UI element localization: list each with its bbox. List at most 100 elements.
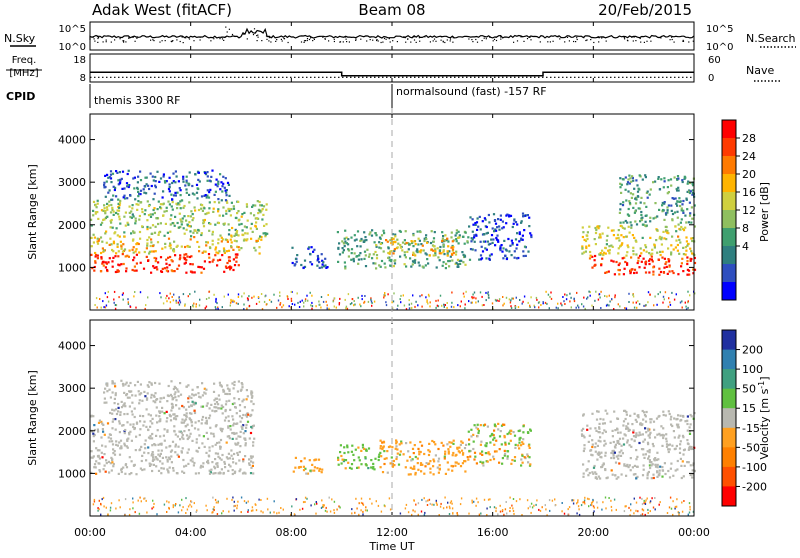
power-noise-pixel — [405, 308, 408, 311]
velocity-pixel — [597, 475, 600, 478]
power-pixel — [164, 246, 167, 249]
power-noise-pixel — [419, 295, 421, 298]
power-pixel — [236, 245, 239, 248]
power-pixel — [487, 243, 490, 246]
power-pixel — [257, 217, 260, 220]
noise-search-dot — [345, 38, 347, 40]
velocity-pixel — [386, 471, 389, 474]
power-pixel — [645, 260, 648, 263]
velocity-pixel — [250, 400, 253, 403]
power-noise-pixel — [521, 302, 523, 305]
power-pixel — [211, 239, 214, 242]
power-pixel — [185, 179, 188, 182]
velocity-pixel — [187, 448, 190, 451]
velocity-pixel — [103, 391, 106, 394]
power-pixel — [195, 183, 199, 186]
power-noise-pixel — [536, 298, 538, 301]
power-pixel — [163, 180, 167, 183]
power-pixel — [108, 200, 111, 203]
velocity-noise-pixel — [166, 511, 168, 513]
velocity-pixel — [174, 445, 177, 448]
power-pixel — [253, 214, 256, 217]
velocity-pixel — [92, 440, 95, 443]
power-pixel — [241, 213, 244, 216]
power-noise-pixel — [566, 294, 568, 297]
power-pixel — [464, 231, 467, 234]
velocity-pixel — [229, 465, 232, 468]
power-pixel — [155, 217, 158, 220]
power-pixel — [96, 199, 99, 202]
velocity-pixel — [122, 384, 125, 387]
power-pixel — [441, 264, 444, 267]
power-pixel — [103, 218, 106, 221]
velocity-pixel — [216, 465, 219, 468]
velocity-pixel — [680, 476, 683, 480]
power-noise-pixel — [402, 294, 404, 297]
power-pixel — [526, 214, 529, 217]
velocity-pixel — [599, 455, 602, 458]
power-pixel — [438, 249, 442, 252]
noise-search-dot — [199, 36, 201, 38]
velocity-noise-pixel — [190, 500, 193, 503]
velocity-pixel — [97, 430, 100, 433]
velocity-pixel — [356, 466, 359, 469]
power-noise-pixel — [510, 299, 512, 302]
power-pixel — [689, 247, 692, 250]
power-pixel — [338, 242, 341, 245]
power-pixel — [188, 225, 191, 228]
power-noise-pixel — [339, 297, 341, 300]
power-noise-pixel — [481, 304, 484, 307]
velocity-pixel — [198, 434, 201, 437]
power-pixel — [455, 232, 458, 235]
power-pixel — [491, 241, 494, 244]
velocity-pixel — [121, 424, 124, 427]
velocity-pixel — [107, 460, 110, 463]
power-pixel — [625, 254, 628, 257]
velocity-pixel — [233, 383, 236, 387]
power-pixel — [497, 218, 500, 221]
power-pixel — [293, 264, 296, 267]
power-pixel — [257, 237, 260, 240]
velocity-pixel — [346, 444, 349, 447]
velocity-pixel — [688, 445, 691, 448]
power-noise-pixel — [104, 292, 106, 295]
velocity-noise-pixel — [630, 503, 632, 506]
velocity-pixel — [612, 454, 615, 457]
velocity-pixel — [174, 391, 177, 394]
velocity-pixel — [145, 408, 148, 411]
velocity-pixel — [522, 431, 525, 434]
power-pixel — [145, 247, 148, 250]
velocity-noise-pixel — [582, 501, 584, 504]
velocity-pixel — [434, 443, 437, 446]
power-pixel — [204, 212, 207, 216]
power-pixel — [431, 244, 435, 247]
velocity-pixel — [599, 477, 602, 480]
velocity-pixel — [313, 466, 316, 469]
power-pixel — [146, 238, 149, 242]
velocity-noise-pixel — [647, 512, 649, 514]
power-noise-pixel — [410, 302, 413, 305]
power-pixel — [211, 260, 214, 263]
velocity-pixel — [215, 401, 219, 404]
power-noise-pixel — [118, 296, 120, 299]
velocity-pixel — [125, 466, 129, 469]
power-pixel — [682, 199, 685, 203]
velocity-pixel — [414, 473, 417, 476]
noise-search-dot — [597, 36, 599, 38]
velocity-pixel — [132, 423, 135, 426]
power-pixel — [179, 194, 182, 197]
velocity-noise-pixel — [174, 504, 176, 507]
power-pixel — [585, 246, 588, 250]
power-noise-pixel — [192, 305, 195, 308]
power-pixel — [103, 184, 106, 187]
power-noise-pixel — [243, 308, 245, 310]
power-noise-pixel — [160, 296, 162, 299]
power-pixel — [622, 273, 625, 276]
velocity-pixel — [162, 396, 165, 399]
velocity-noise-pixel — [468, 512, 470, 515]
power-pixel — [123, 197, 127, 200]
power-pixel — [471, 248, 474, 251]
noise-search-dot — [631, 36, 633, 38]
noise-search-dot — [125, 41, 127, 43]
power-pixel — [123, 235, 126, 238]
